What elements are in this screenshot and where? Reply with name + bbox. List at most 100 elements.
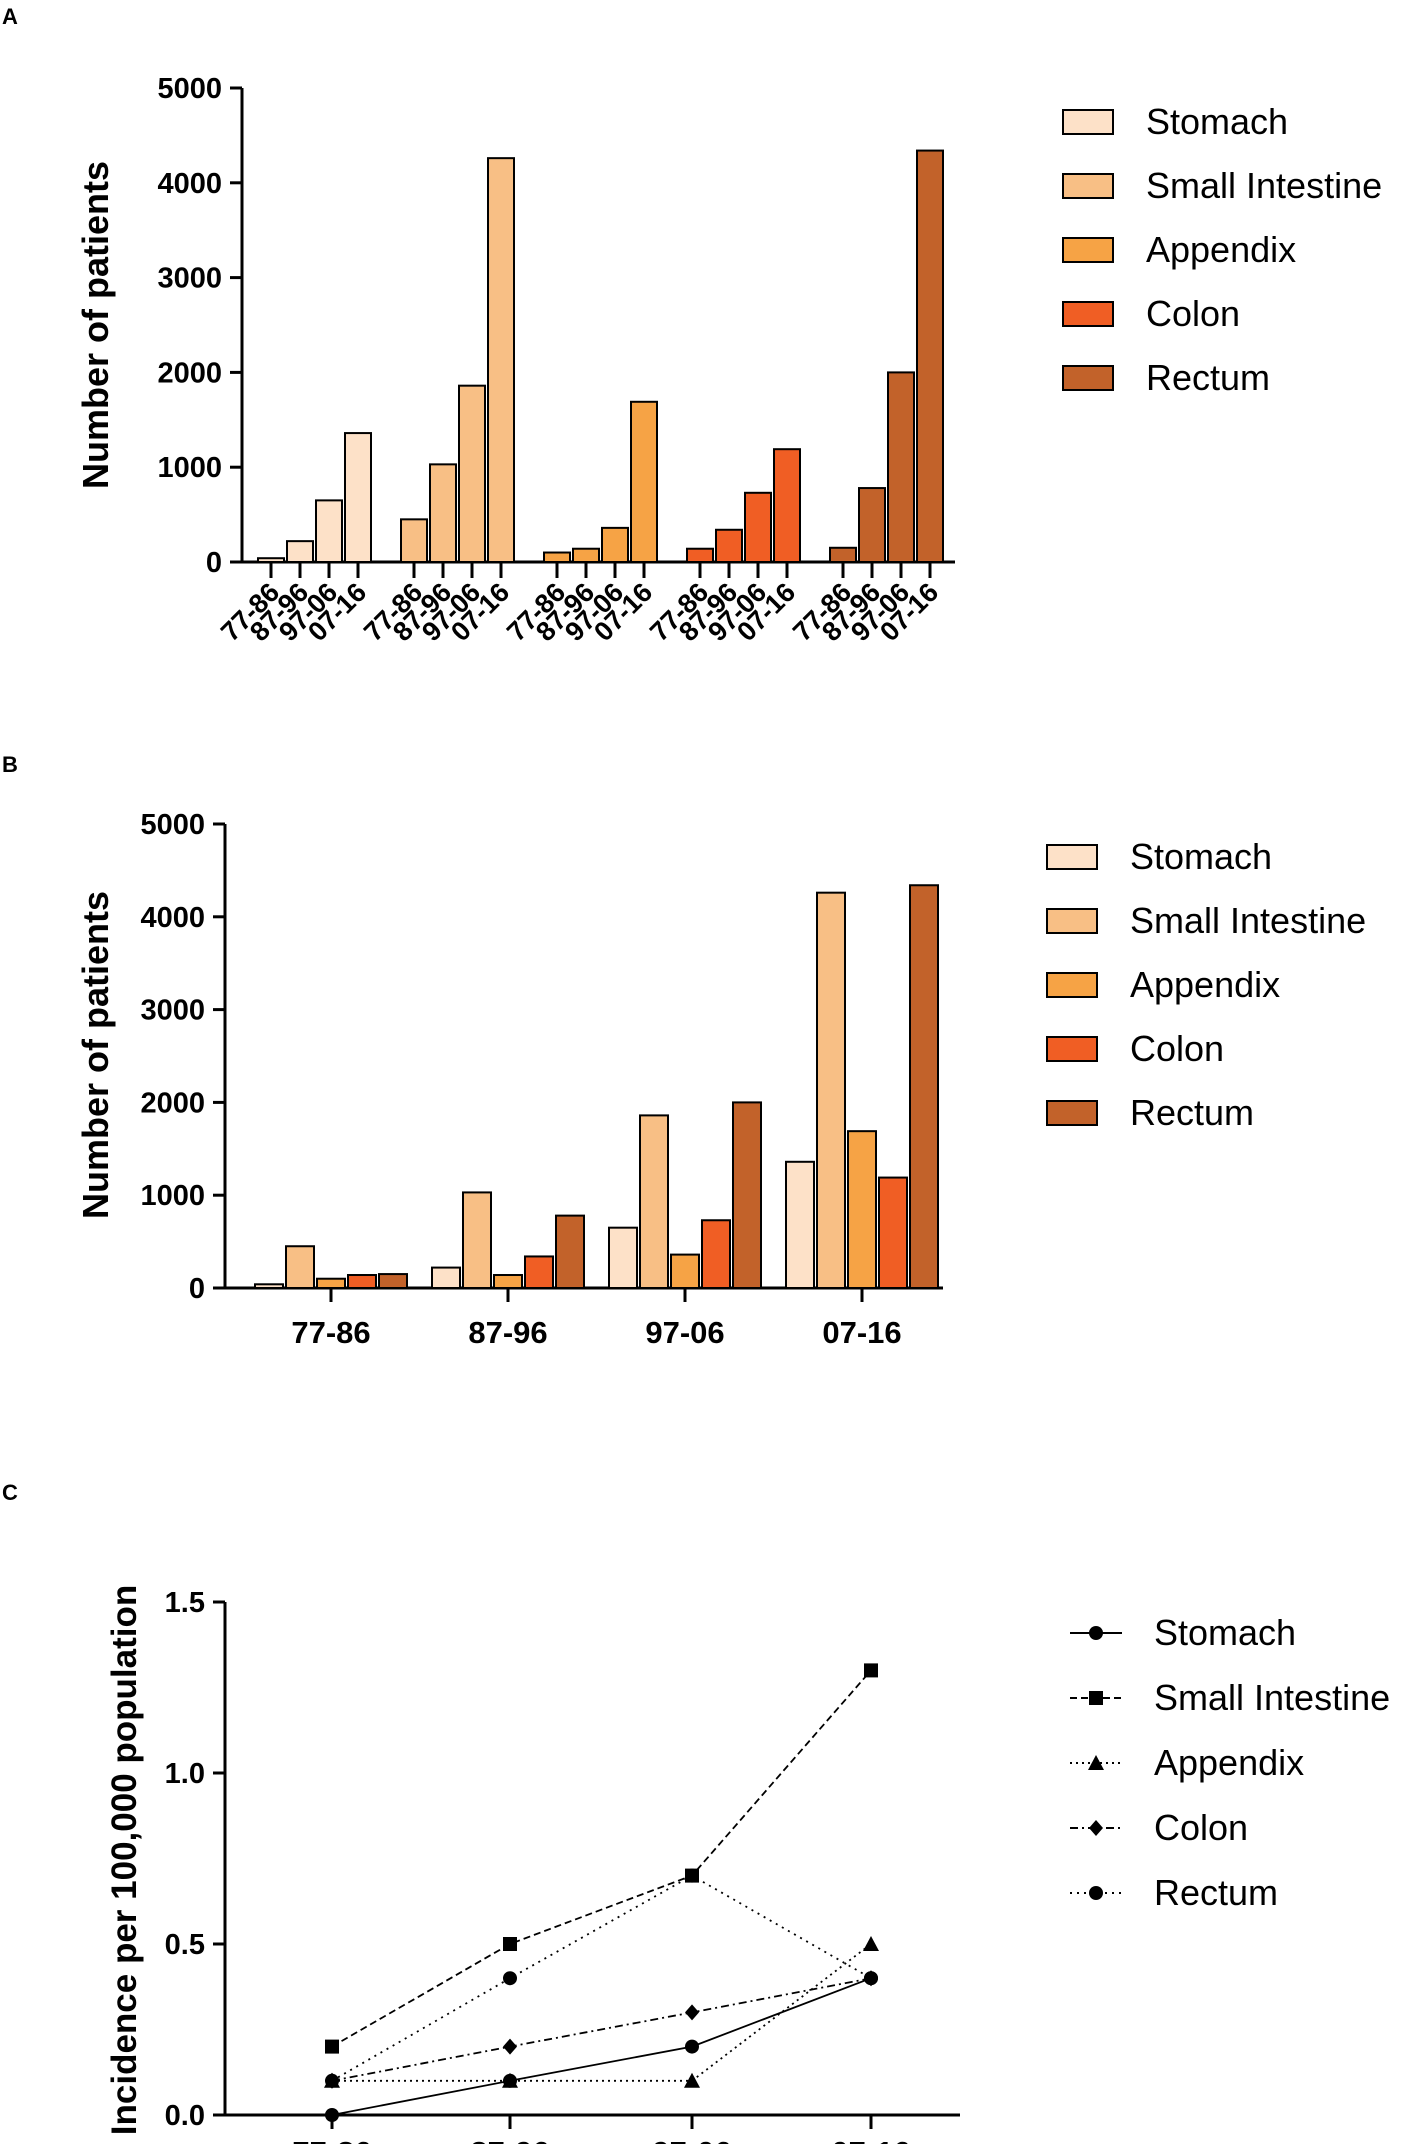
legend-label: Stomach xyxy=(1146,101,1289,142)
legend-marker xyxy=(1088,1754,1104,1770)
legend-label: Rectum xyxy=(1154,1871,1279,1913)
x-tick-label: 87-96 xyxy=(468,1315,547,1350)
line-appendix xyxy=(332,1943,872,2082)
bar-small-intestine-77-86 xyxy=(285,1245,315,1289)
bar-stomach-97-06 xyxy=(608,1226,638,1290)
legend-item-appendix: Appendix xyxy=(1070,1730,1390,1795)
x-tick-label: 77-86 xyxy=(291,1315,370,1350)
legend-swatch xyxy=(1046,908,1098,934)
legend-label: Rectum xyxy=(1130,1092,1255,1133)
legend-item-rectum: Rectum xyxy=(1070,1860,1390,1925)
point-small-intestine-87-96 xyxy=(503,1937,517,1951)
legend-item-colon: Colon xyxy=(1046,1017,1366,1081)
y-tick-label: 0.0 xyxy=(165,2100,205,2132)
bar-appendix-07-16 xyxy=(847,1130,877,1289)
legend-marker xyxy=(1089,1819,1103,1836)
point-rectum-87-96 xyxy=(503,1971,517,1986)
x-tick-label: 97-06 xyxy=(645,1315,724,1350)
bar-rectum-77-86 xyxy=(378,1273,408,1289)
bar-small-intestine-07-16 xyxy=(816,891,846,1289)
line-rectum xyxy=(331,1874,872,2082)
bar-appendix-87-96 xyxy=(493,1274,523,1290)
panel-label-b: B xyxy=(2,752,18,777)
y-tick-label: 3000 xyxy=(157,263,222,295)
legend-swatch xyxy=(1070,1625,1122,1640)
legend-swatch xyxy=(1062,237,1114,263)
legend-swatch xyxy=(1070,1754,1122,1770)
y-tick-label: 5000 xyxy=(157,73,222,105)
y-axis-title: Number of patients xyxy=(75,891,116,1219)
bar-appendix-87-96 xyxy=(572,547,600,564)
bar-colon-07-16 xyxy=(878,1176,908,1289)
legend-label: Appendix xyxy=(1154,1741,1305,1783)
legend-label: Small Intestine xyxy=(1130,900,1367,941)
y-tick-label: 2000 xyxy=(140,1087,205,1119)
legend-label: Colon xyxy=(1130,1028,1225,1069)
y-tick-label: 4000 xyxy=(140,902,205,934)
legend-item-appendix: Appendix xyxy=(1062,218,1382,282)
x-tick-label: 07-16 xyxy=(822,1315,901,1350)
bar-rectum-07-16 xyxy=(909,884,939,1289)
legend-item-appendix: Appendix xyxy=(1046,953,1366,1017)
legend-swatch xyxy=(1062,365,1114,391)
y-tick-label: 3000 xyxy=(140,995,205,1027)
legend-item-stomach: Stomach xyxy=(1070,1600,1390,1665)
legend-swatch xyxy=(1062,173,1114,199)
x-tick-label: 07-16 xyxy=(831,2135,910,2144)
bar-stomach-87-96 xyxy=(431,1266,461,1289)
bar-small-intestine-97-06 xyxy=(458,384,486,563)
y-tick-label: 0 xyxy=(189,1273,205,1305)
y-tick-label: 2000 xyxy=(157,357,222,389)
legend-c: Stomach Small Intestine Appendix Colon Rectu… xyxy=(1070,1600,1390,1925)
legend-marker xyxy=(1089,1885,1103,1900)
legend-item-colon: Colon xyxy=(1062,282,1382,346)
legend-label: Colon xyxy=(1146,293,1241,334)
bar-small-intestine-87-96 xyxy=(462,1191,492,1290)
bar-colon-77-86 xyxy=(686,547,714,564)
point-stomach-97-06 xyxy=(685,2039,699,2054)
legend-swatch xyxy=(1046,972,1098,998)
legend-item-colon: Colon xyxy=(1070,1795,1390,1860)
point-appendix-87-96 xyxy=(502,2072,518,2088)
y-tick-label: 4000 xyxy=(157,168,222,200)
bar-appendix-97-06 xyxy=(601,526,629,564)
legend-swatch xyxy=(1070,1885,1122,1900)
legend-item-small-intestine: Small Intestine xyxy=(1070,1665,1390,1730)
legend-b: Stomach Small Intestine Appendix Colon Rectu… xyxy=(1046,825,1366,1145)
bar-colon-77-86 xyxy=(347,1274,377,1290)
legend-a: Stomach Small Intestine Appendix Colon Rectu… xyxy=(1062,90,1382,410)
legend-label: Stomach xyxy=(1130,836,1273,877)
bar-small-intestine-77-86 xyxy=(400,518,428,564)
legend-item-small-intestine: Small Intestine xyxy=(1062,154,1382,218)
bar-stomach-77-86 xyxy=(254,1283,284,1289)
bar-rectum-07-16 xyxy=(916,149,944,563)
bar-colon-87-96 xyxy=(715,528,743,564)
y-tick-label: 0 xyxy=(206,547,222,579)
legend-swatch xyxy=(1070,1690,1122,1705)
y-tick-label: 1.5 xyxy=(165,1587,205,1619)
point-colon-97-06 xyxy=(685,2004,699,2021)
y-tick-label: 0.5 xyxy=(165,1929,205,1961)
legend-marker xyxy=(1089,1625,1103,1640)
bar-stomach-07-16 xyxy=(785,1160,815,1289)
bar-stomach-87-96 xyxy=(286,540,314,563)
bar-appendix-07-16 xyxy=(630,400,658,563)
panel-label-a: A xyxy=(2,4,18,29)
bar-small-intestine-97-06 xyxy=(639,1114,669,1289)
legend-label: Rectum xyxy=(1146,357,1271,398)
bar-appendix-97-06 xyxy=(670,1253,700,1290)
legend-marker xyxy=(1089,1690,1103,1705)
legend-swatch xyxy=(1062,301,1114,327)
point-appendix-07-16 xyxy=(863,1936,879,1951)
bar-stomach-97-06 xyxy=(315,499,343,564)
bar-small-intestine-07-16 xyxy=(487,157,515,563)
point-stomach-77-86 xyxy=(325,2108,339,2122)
bar-colon-97-06 xyxy=(701,1219,731,1289)
legend-label: Appendix xyxy=(1146,229,1297,270)
point-rectum-07-16 xyxy=(864,1971,878,1986)
bar-rectum-87-96 xyxy=(858,487,886,563)
bar-appendix-77-86 xyxy=(543,551,571,564)
line-colon xyxy=(331,1977,872,2082)
point-rectum-77-86 xyxy=(325,2073,339,2088)
y-axis-title: Incidence per 100,000 population xyxy=(105,1585,144,2135)
